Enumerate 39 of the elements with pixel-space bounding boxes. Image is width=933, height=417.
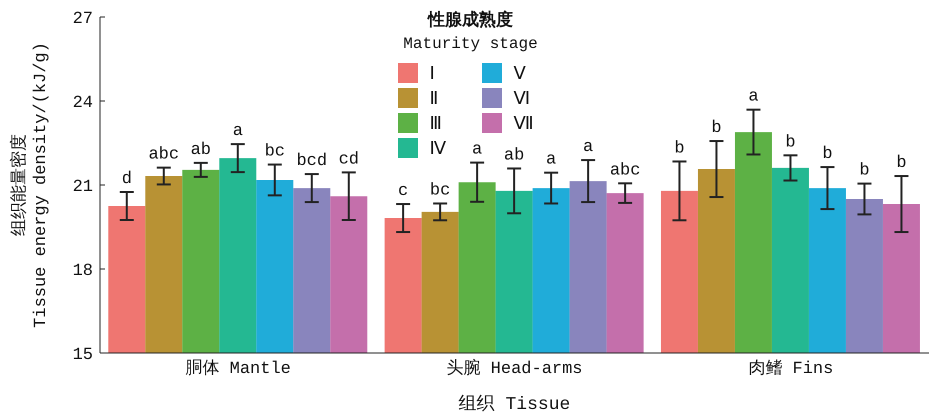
data-label: b (822, 145, 833, 164)
data-label: a (546, 150, 556, 170)
data-label: a (232, 122, 243, 142)
data-label: a (472, 140, 482, 160)
data-label: bc (430, 181, 450, 200)
y-tick-label: 27 (72, 10, 93, 30)
legend-label: Ⅵ (514, 86, 532, 108)
y-tick-label: 24 (72, 94, 93, 114)
x-axis-title: 组织 Tissue (458, 394, 570, 415)
data-label: abc (610, 161, 640, 180)
legend-label: Ⅳ (430, 136, 448, 158)
x-tick-label: 胴体 Mantle (185, 359, 291, 380)
data-label: ab (190, 140, 211, 160)
data-label: cd (338, 150, 359, 170)
data-label: d (122, 170, 132, 189)
data-label: bc (264, 142, 285, 162)
x-tick-label: 头腕 Head-arms (446, 358, 583, 380)
data-label: b (859, 162, 870, 181)
legend-label: Ⅱ (430, 86, 440, 108)
data-label: c (398, 182, 408, 202)
legend-label: Ⅲ (430, 112, 442, 134)
data-label: abc (148, 146, 180, 165)
x-tick-label: 肉鳍 Fins (748, 359, 834, 380)
data-label: a (583, 138, 594, 158)
legend-label: Ⅶ (514, 112, 534, 134)
legend-title: 性腺成熟度 Maturity stage (402, 10, 539, 55)
y-tick-label: 15 (72, 346, 93, 366)
y-axis-title: 组织能量密度 Tissue energy density/(kJ/g) (9, 42, 51, 328)
data-label: ab (504, 146, 524, 166)
data-label: b (785, 133, 796, 152)
legend-label: Ⅰ (430, 62, 436, 84)
data-label: bcd (296, 152, 328, 172)
data-label: a (748, 88, 759, 107)
data-label: b (896, 154, 907, 174)
legend-label: Ⅴ (514, 62, 526, 84)
y-tick-label: 21 (72, 178, 93, 198)
y-tick-label: 18 (72, 262, 93, 282)
data-label: b (674, 139, 685, 158)
data-label: b (711, 119, 722, 138)
